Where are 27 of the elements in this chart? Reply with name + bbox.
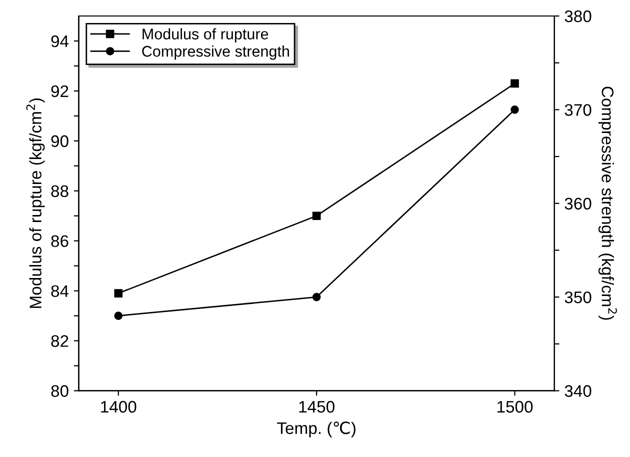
y2-axis-title: Compressive strength (kgf/cm$^{2}$): [598, 86, 617, 320]
x-tick-label: 1500: [497, 400, 533, 413]
y-tick-label: 82: [51, 335, 68, 347]
y-tick-label: 90: [51, 135, 68, 148]
y2-tick-label: 350: [564, 291, 592, 304]
y-tick-label: 86: [51, 235, 68, 248]
point: [114, 289, 123, 298]
y-tick-label: 84: [51, 285, 69, 298]
point: [312, 292, 321, 302]
point: [312, 212, 321, 220]
y-tick-label: 92: [51, 85, 68, 98]
y-tick-label: 94: [51, 35, 69, 48]
y2-tick-label: 340: [564, 385, 592, 397]
y2-tick-label: 360: [564, 198, 592, 210]
point: [114, 312, 123, 320]
y2-tick-label: 370: [564, 104, 592, 116]
point: [510, 106, 519, 114]
x-axis-title: Temp. (℃): [277, 422, 356, 438]
legend-label: Modulus of rupture: [142, 28, 268, 42]
legend-label: Compressive strength: [142, 46, 289, 60]
x-tick-label: 1400: [101, 400, 136, 413]
y-axis-title: Modulus of rupture (kgf/cm$^{2}$): [26, 98, 45, 308]
point: [510, 79, 519, 88]
y-tick-label: 88: [51, 185, 68, 198]
y2-tick-label: 380: [564, 10, 592, 22]
y-tick-label: 80: [51, 385, 68, 397]
x-tick-label: 1450: [299, 400, 334, 413]
